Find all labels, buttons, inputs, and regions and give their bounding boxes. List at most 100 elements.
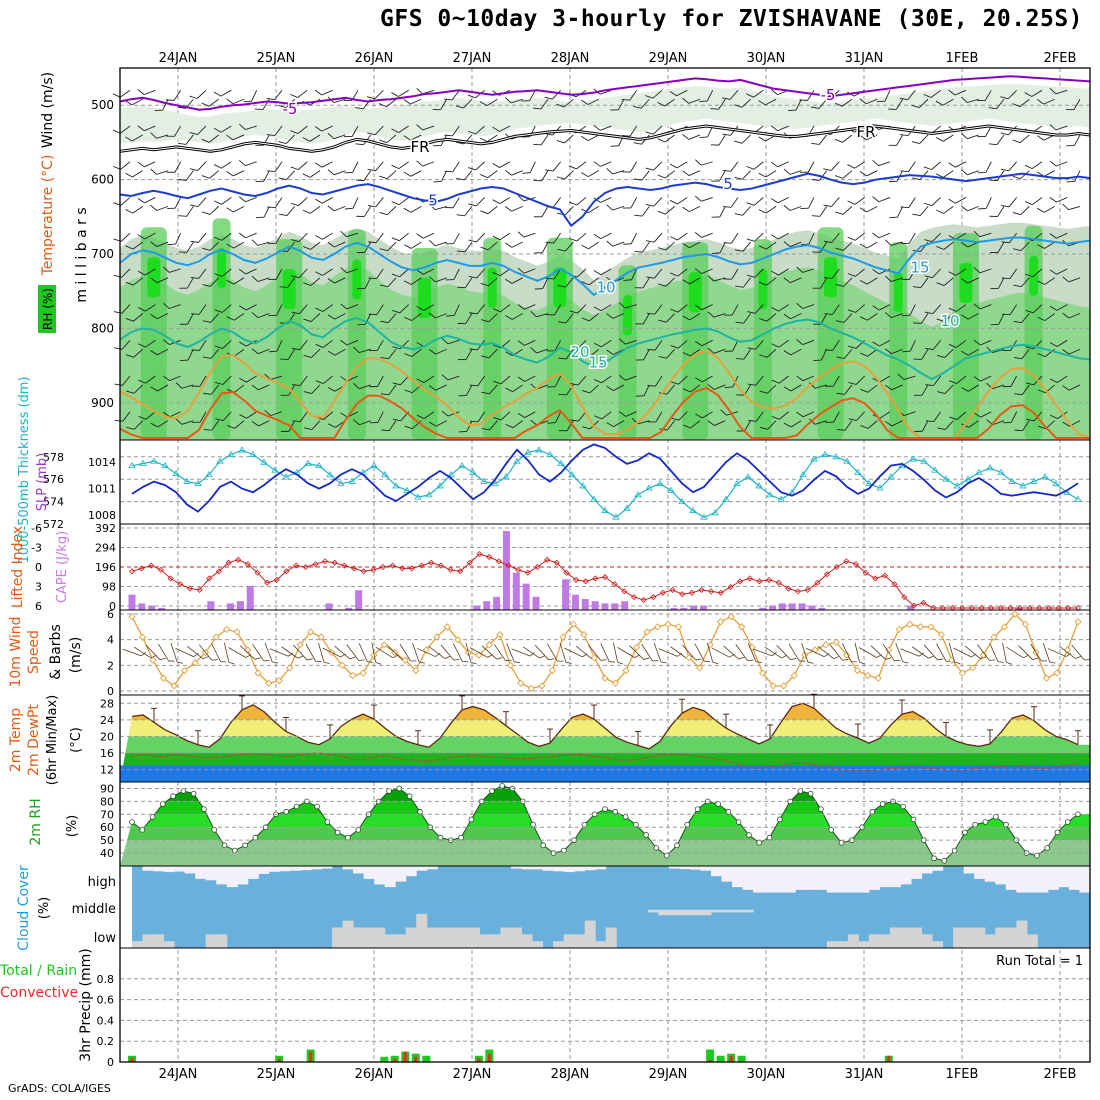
barb-shaft bbox=[322, 647, 341, 658]
cape-bar bbox=[769, 605, 777, 610]
rh-marker bbox=[355, 827, 362, 833]
high-cloud-gap bbox=[226, 866, 238, 888]
barb-shaft bbox=[564, 206, 574, 216]
barb-shaft bbox=[589, 420, 599, 430]
thickness-marker bbox=[249, 450, 257, 457]
barb-feather bbox=[1049, 305, 1058, 311]
wind-barb bbox=[771, 375, 789, 384]
barb-shaft bbox=[322, 268, 333, 276]
barb-shaft bbox=[867, 384, 878, 393]
barb-shaft bbox=[1073, 134, 1081, 146]
barb-feather bbox=[783, 241, 791, 247]
barb-shaft bbox=[944, 420, 954, 430]
barb-feather bbox=[669, 199, 678, 205]
rh-marker bbox=[715, 801, 721, 807]
rh-tick: 80 bbox=[100, 795, 114, 808]
barb-feather bbox=[445, 243, 454, 245]
wind-speed-marker bbox=[601, 674, 609, 682]
barb-shaft bbox=[612, 170, 625, 175]
wind-barb bbox=[988, 98, 1005, 110]
barb-shaft bbox=[554, 304, 562, 316]
barb-feather bbox=[989, 659, 996, 661]
li-marker bbox=[177, 581, 184, 588]
rh-marker bbox=[489, 788, 495, 794]
barb-shaft bbox=[702, 411, 713, 419]
wind-barb bbox=[859, 313, 878, 321]
wind-barb bbox=[214, 304, 232, 313]
contour-label: 20 bbox=[570, 343, 589, 361]
temp-tick: 12 bbox=[100, 764, 114, 777]
barb-shaft bbox=[131, 98, 143, 106]
thickness-marker bbox=[777, 495, 785, 502]
wind-barb bbox=[404, 348, 422, 358]
barb-feather bbox=[809, 382, 816, 389]
wind-barb bbox=[682, 277, 701, 285]
barb-feather bbox=[469, 312, 478, 315]
barb-feather bbox=[747, 383, 756, 386]
rh-marker bbox=[386, 788, 392, 794]
wind-barb bbox=[936, 348, 954, 358]
wind-barb bbox=[251, 384, 270, 391]
barb-feather bbox=[162, 375, 170, 382]
barb-shaft bbox=[932, 340, 942, 350]
wind-barb bbox=[112, 89, 131, 98]
wind-barb bbox=[834, 134, 853, 143]
middle-cloud bbox=[658, 909, 670, 916]
barb-shaft bbox=[818, 98, 828, 109]
barb-shaft bbox=[476, 304, 486, 315]
cloud-layer-label: low bbox=[94, 931, 117, 946]
barb-feather bbox=[292, 420, 301, 423]
wind-barb bbox=[344, 197, 359, 210]
barb-feather bbox=[900, 206, 909, 208]
high-cloud-gap bbox=[1037, 866, 1049, 893]
thickness-marker bbox=[832, 453, 840, 460]
barb-shaft bbox=[410, 134, 422, 141]
barb-feather bbox=[344, 207, 353, 210]
wind-barb bbox=[213, 89, 232, 97]
wind-barb bbox=[836, 420, 853, 431]
barb-shaft bbox=[1010, 375, 1018, 387]
li-marker bbox=[650, 594, 657, 601]
temp-axis-label-3: (6hr Min/Max) bbox=[45, 695, 60, 785]
wind-barb bbox=[166, 125, 182, 137]
wind-barb bbox=[723, 232, 739, 244]
li-marker bbox=[418, 562, 425, 569]
barb-feather bbox=[1084, 658, 1091, 661]
barb-feather bbox=[455, 141, 465, 145]
barb-feather bbox=[937, 391, 946, 395]
wind-barb bbox=[267, 197, 283, 208]
wind-barb bbox=[416, 304, 435, 311]
barb-feather bbox=[872, 159, 879, 166]
barb-feather bbox=[677, 652, 683, 657]
wind-barb bbox=[457, 313, 473, 325]
barb-shaft bbox=[931, 161, 941, 170]
barb-feather bbox=[517, 412, 526, 418]
surface-wind-barb bbox=[252, 643, 270, 662]
low-cloud bbox=[510, 927, 523, 948]
barb-shaft bbox=[209, 206, 219, 215]
barb-feather bbox=[444, 134, 453, 137]
barb-feather bbox=[1024, 92, 1032, 97]
barb-shaft bbox=[909, 340, 916, 352]
wind-barb bbox=[557, 241, 574, 252]
high-cloud-gap bbox=[753, 866, 765, 893]
wind-barb bbox=[796, 339, 815, 346]
barb-shaft bbox=[1055, 125, 1068, 131]
wind-barb bbox=[268, 268, 283, 280]
rh-marker bbox=[725, 808, 732, 815]
wind-speed-marker bbox=[1021, 620, 1030, 628]
high-cloud-gap bbox=[216, 866, 228, 885]
barb-shaft bbox=[588, 241, 599, 250]
barb-feather bbox=[911, 141, 920, 145]
barb-feather bbox=[735, 358, 744, 360]
precip-total-bar bbox=[706, 1049, 715, 1062]
rh-marker bbox=[232, 847, 238, 854]
wind-barb bbox=[327, 132, 346, 140]
cape-bar bbox=[493, 596, 501, 610]
barb-shaft bbox=[511, 277, 523, 284]
barb-shaft bbox=[718, 134, 726, 146]
barb-feather bbox=[707, 347, 715, 354]
low-cloud bbox=[216, 934, 228, 948]
barb-shaft bbox=[930, 89, 941, 98]
barb-shaft bbox=[777, 197, 789, 204]
